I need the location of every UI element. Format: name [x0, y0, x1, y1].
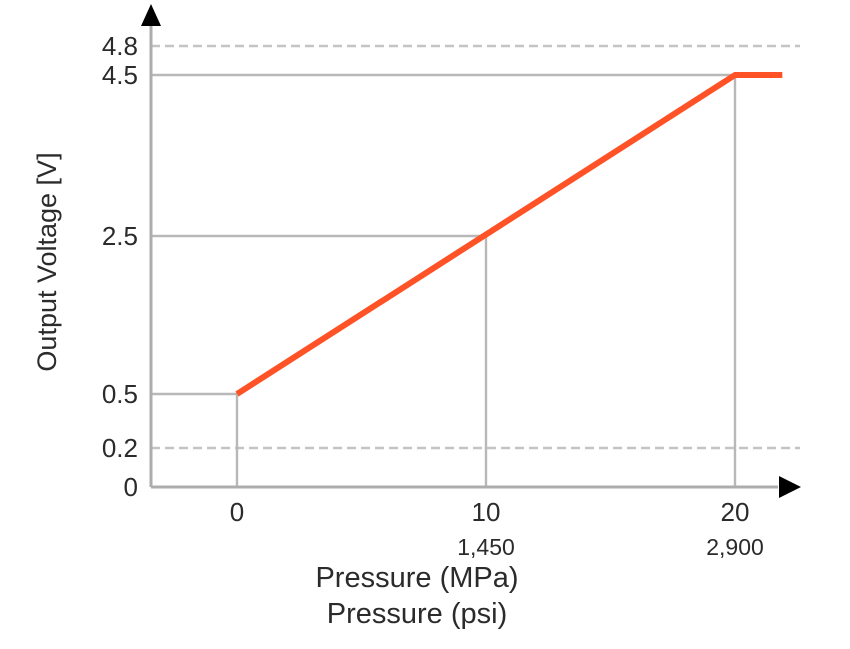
y-tick-label: 2.5 [102, 221, 138, 251]
x-axis-title-mpa: Pressure (MPa) [315, 562, 518, 594]
y-tick-labels: 4.84.5 2.5 0.5 0.2 0 [102, 31, 138, 502]
series-line-sensor-output [235, 72, 783, 397]
solid-reference-lines [151, 73, 735, 396]
y-tick-label: 0 [124, 472, 138, 502]
y-tick-label: 0.2 [102, 433, 138, 463]
x-axis-title-psi: Pressure (psi) [327, 598, 508, 630]
x-tick-label-psi: 2,900 [706, 534, 764, 560]
y-axis-arrow-icon [141, 4, 161, 26]
x-tick-label-psi: 1,450 [457, 534, 515, 560]
x-tick-label-mpa: 10 [472, 497, 501, 527]
data-series [235, 72, 783, 397]
x-tick-labels: 0 10 1,450 20 2,900 [230, 497, 764, 560]
y-tick-label: 4.5 [102, 60, 138, 90]
x-tick-label-mpa: 0 [230, 497, 244, 527]
y-tick-label: 4.8 [102, 31, 138, 61]
x-tick-label-mpa: 20 [721, 497, 750, 527]
axis-titles: Pressure (MPa) Pressure (psi) Output Volta… [32, 152, 519, 630]
axes [141, 4, 801, 498]
vertical-reference-lines [235, 75, 737, 487]
x-axis-arrow-icon [779, 476, 801, 498]
dashed-reference-lines [151, 44, 800, 450]
y-tick-label: 0.5 [102, 379, 138, 409]
y-axis-title: Output Voltage [V] [32, 152, 62, 371]
